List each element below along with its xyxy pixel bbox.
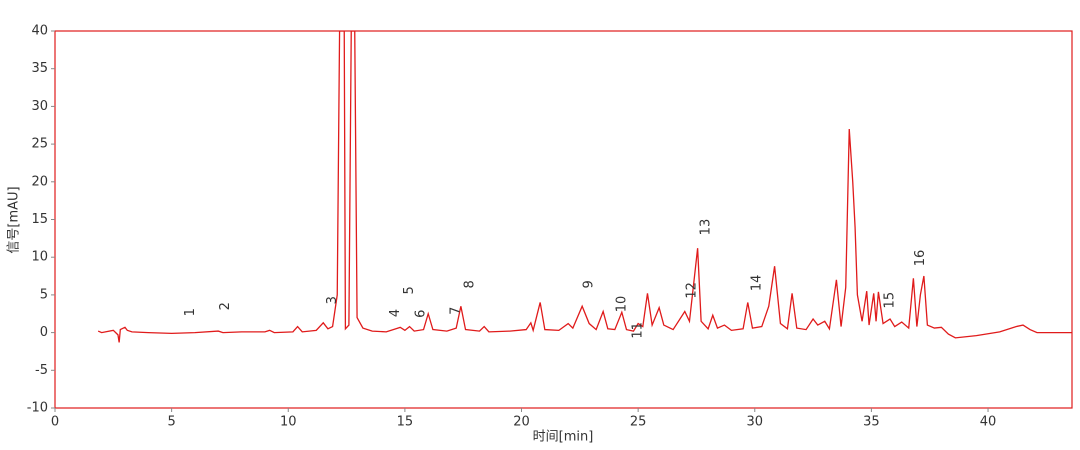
peak-label: 4 (388, 309, 403, 317)
peak-label: 8 (463, 280, 478, 288)
y-tick-label: 5 (40, 287, 48, 302)
peak-label: 14 (750, 275, 765, 292)
y-tick-label: 20 (31, 174, 48, 189)
y-tick-label: 40 (31, 24, 48, 39)
x-tick-label: 20 (513, 415, 530, 430)
plot-frame (54, 30, 1073, 409)
peak-label: 1 (183, 308, 198, 316)
x-tick-label: 15 (397, 415, 414, 430)
x-axis-label: 时间[min] (533, 430, 594, 445)
peak-label: 3 (325, 296, 340, 304)
x-tick-label: 25 (630, 415, 647, 430)
x-tick-label: 5 (167, 415, 175, 430)
y-tick-label: 35 (31, 61, 48, 76)
peak-label: 7 (449, 307, 464, 315)
x-tick-label: 40 (980, 415, 997, 430)
x-tick-label: 35 (863, 415, 880, 430)
peak-label: 10 (614, 296, 629, 313)
peak-label: 15 (883, 292, 898, 309)
peak-label: 5 (402, 286, 417, 294)
y-tick-label: 25 (31, 137, 48, 152)
y-tick-label: 10 (31, 250, 48, 265)
y-tick-label: 15 (31, 212, 48, 227)
peak-label: 16 (913, 250, 928, 267)
x-tick-label: 30 (746, 415, 763, 430)
peak-label: 9 (582, 280, 597, 288)
signal-line (97, 31, 1072, 343)
x-tick-label: 0 (51, 415, 59, 430)
x-tick-label: 10 (280, 415, 297, 430)
y-tick-label: -10 (27, 401, 48, 416)
peak-label: 2 (218, 302, 233, 310)
y-axis-label: 信号[mAU] (7, 186, 22, 253)
peak-label: 6 (414, 310, 429, 318)
peak-label: 13 (698, 219, 713, 236)
peak-label: 12 (684, 282, 699, 299)
y-tick-label: 0 (40, 325, 48, 340)
y-tick-label: -5 (35, 363, 48, 378)
y-tick-label: 30 (31, 99, 48, 114)
peak-label: 11 (631, 322, 646, 339)
